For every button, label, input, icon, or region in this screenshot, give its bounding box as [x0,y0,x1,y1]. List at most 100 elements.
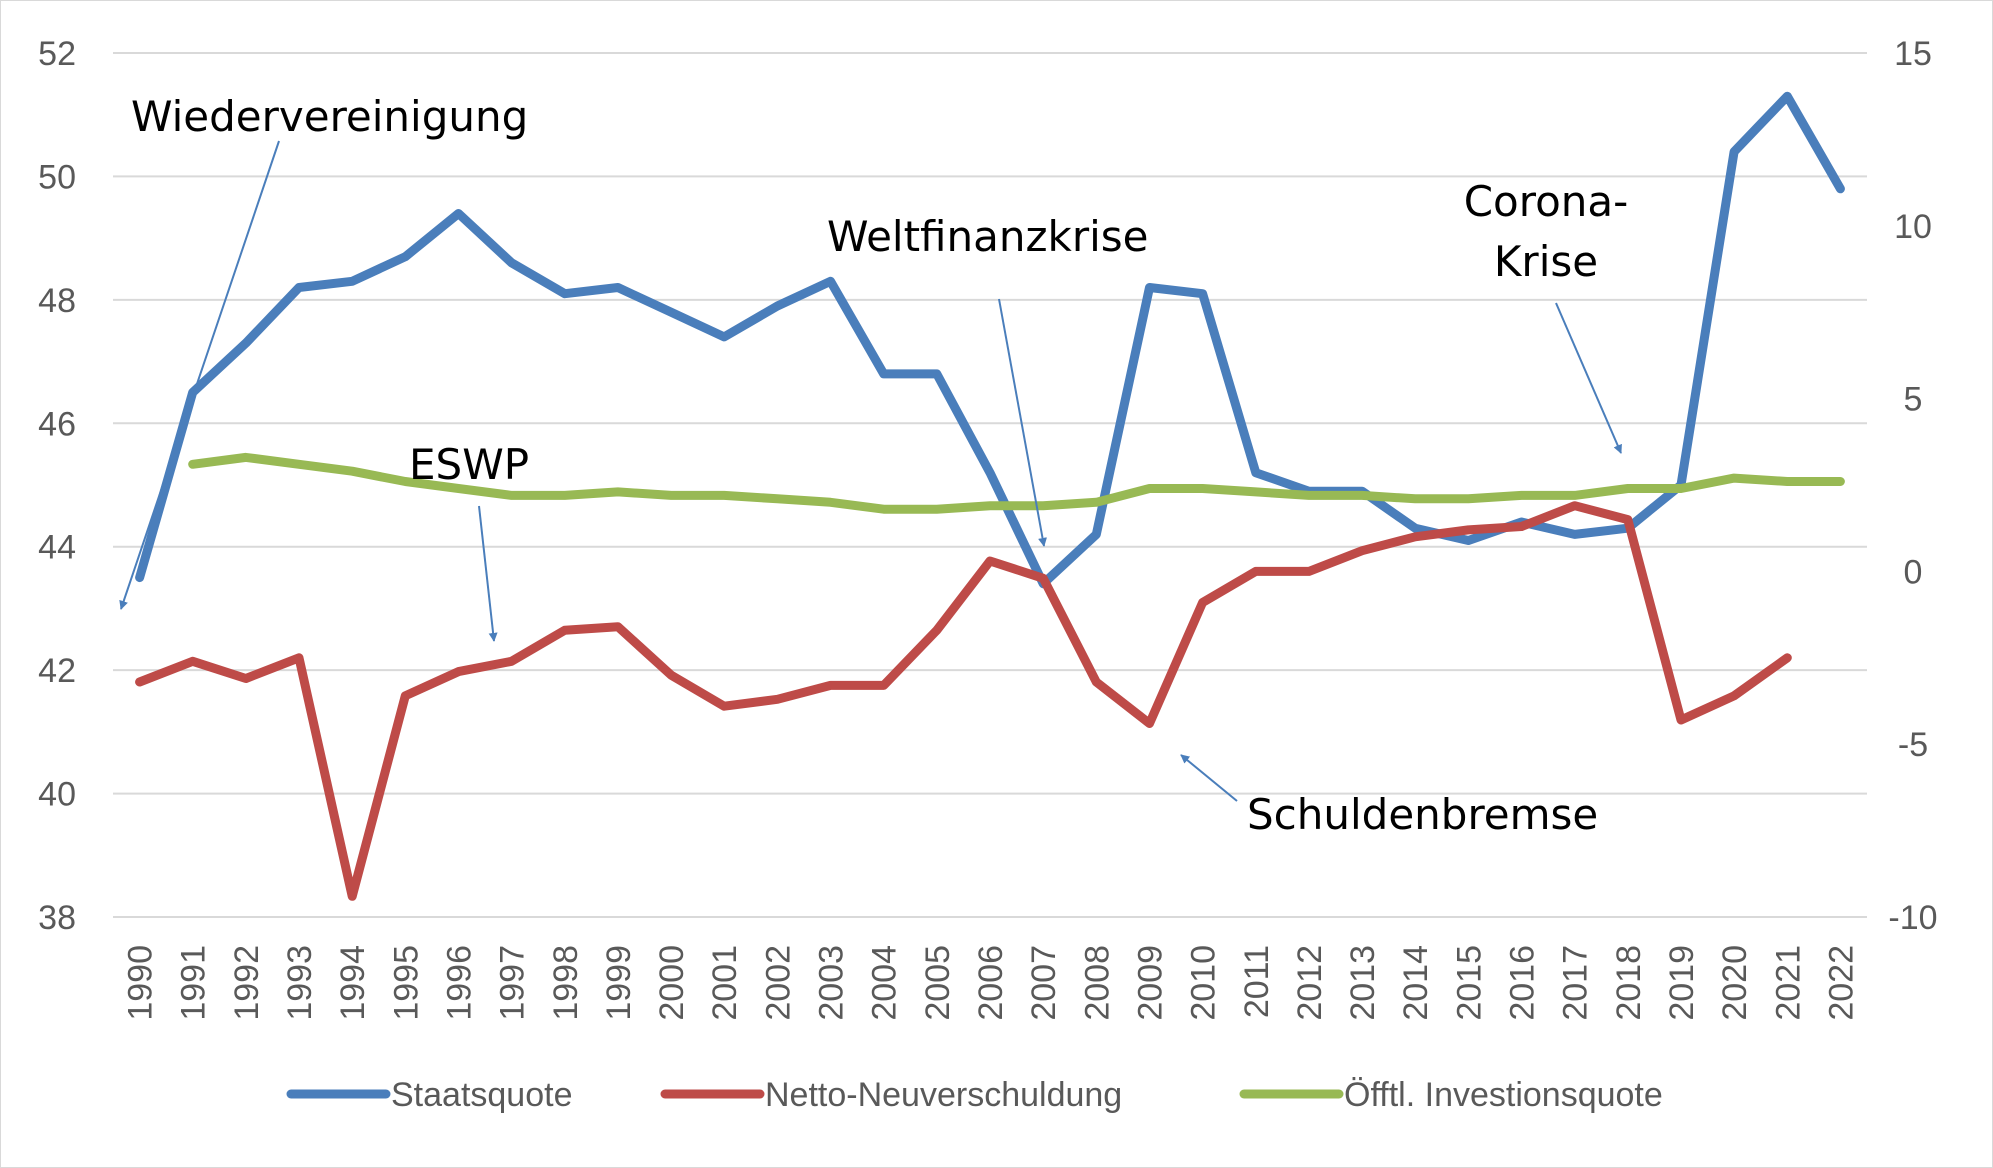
series-lines [135,91,1845,901]
x-tick-label: 2022 [1822,945,1860,1021]
data-point [935,372,939,376]
data-point [1413,526,1417,530]
data-point [297,286,301,289]
data-point [775,304,779,308]
data-point [829,683,832,687]
annotation-arrow [1180,754,1238,802]
data-point [1041,576,1045,580]
legend: Staatsquote Netto-Neuverschuldung Öfftl. I… [286,1076,1663,1114]
data-point [1520,493,1523,497]
data-point [191,659,195,663]
left-axis: 38 40 42 44 46 48 50 52 [38,35,76,937]
data-point [563,628,567,632]
right-tick-label: 15 [1894,35,1932,73]
right-tick-label: 0 [1904,553,1923,591]
x-tick-label: 1991 [175,945,213,1021]
data-point [1094,532,1098,536]
data-point [1838,480,1842,483]
annotation-arrow [119,140,280,610]
legend-label: Staatsquote [391,1076,572,1114]
x-tick-label: 2001 [706,945,744,1021]
data-point [1573,532,1577,536]
data-point [510,493,514,497]
data-point [297,656,301,660]
data-point [669,310,673,314]
data-point [1785,94,1789,98]
x-axis: 1990 1991 1992 1993 1994 1995 1996 1997 1998 1999… [122,945,1861,1021]
data-point [775,697,779,701]
right-tick-label: 10 [1894,208,1932,246]
data-point [935,628,939,632]
left-tick-label: 44 [38,529,76,567]
data-point [669,493,673,497]
annotation-label: ESWP [409,440,529,489]
data-point [1679,718,1683,722]
gridlines [113,52,1867,918]
data-point [1413,497,1417,501]
x-tick-label: 2000 [653,945,691,1021]
data-point [1201,292,1205,296]
annotation-arrow [998,298,1047,547]
x-tick-label: 1995 [387,945,425,1021]
x-tick-label: 2012 [1291,945,1329,1021]
x-tick-label: 2019 [1663,945,1701,1021]
data-point [1679,487,1683,490]
data-point [829,279,832,283]
data-point [244,455,248,459]
x-tick-label: 2003 [813,945,851,1021]
x-tick-label: 1994 [334,945,372,1021]
data-point [1785,480,1789,483]
legend-label: Öfftl. Investionsquote [1344,1076,1663,1114]
annotation-label: Krise [1494,237,1598,286]
x-tick-label: 2005 [919,945,957,1021]
x-tick-label: 1998 [547,945,585,1021]
data-point [563,493,567,497]
data-point [191,462,195,466]
series-line-1 [135,501,1792,901]
annotation-label: Wiedervereinigung [131,92,528,141]
data-point [1732,150,1736,154]
x-tick-label: 2008 [1078,945,1116,1021]
x-tick-label: 2020 [1716,945,1754,1021]
data-point [457,670,460,674]
x-tick-label: 2016 [1504,945,1542,1021]
data-point [563,292,567,296]
data-point [988,559,992,563]
data-point [1148,487,1151,490]
annotation-label: Schuldenbremse [1247,790,1598,839]
left-tick-label: 46 [38,405,76,443]
data-point [1307,493,1311,497]
data-point [1573,493,1577,497]
data-point [1360,549,1364,553]
data-point [244,677,248,680]
data-point [1413,535,1417,539]
x-tick-label: 1999 [600,945,638,1021]
left-tick-label: 38 [38,899,76,937]
data-point [350,894,354,898]
x-tick-label: 2021 [1769,945,1807,1021]
x-tick-label: 1992 [228,945,266,1021]
x-tick-label: 1993 [281,945,319,1021]
left-tick-label: 40 [38,776,76,814]
data-point [1307,569,1311,573]
x-tick-label: 2007 [1025,945,1063,1021]
data-point [1785,656,1789,660]
data-point [1360,493,1364,497]
left-tick-label: 48 [38,282,76,320]
x-tick-label: 1996 [440,945,478,1021]
x-tick-label: 2010 [1185,945,1223,1021]
left-tick-label: 42 [38,652,76,690]
right-tick-label: -10 [1888,899,1937,937]
data-point [1626,518,1630,522]
data-point [1094,500,1098,504]
data-point [457,212,460,215]
data-point [1466,497,1470,501]
data-point [988,504,992,508]
data-point [350,279,354,283]
x-tick-label: 2015 [1450,945,1488,1021]
data-point [616,286,620,289]
data-point [457,487,460,490]
left-tick-label: 52 [38,35,76,73]
data-point [722,493,726,497]
